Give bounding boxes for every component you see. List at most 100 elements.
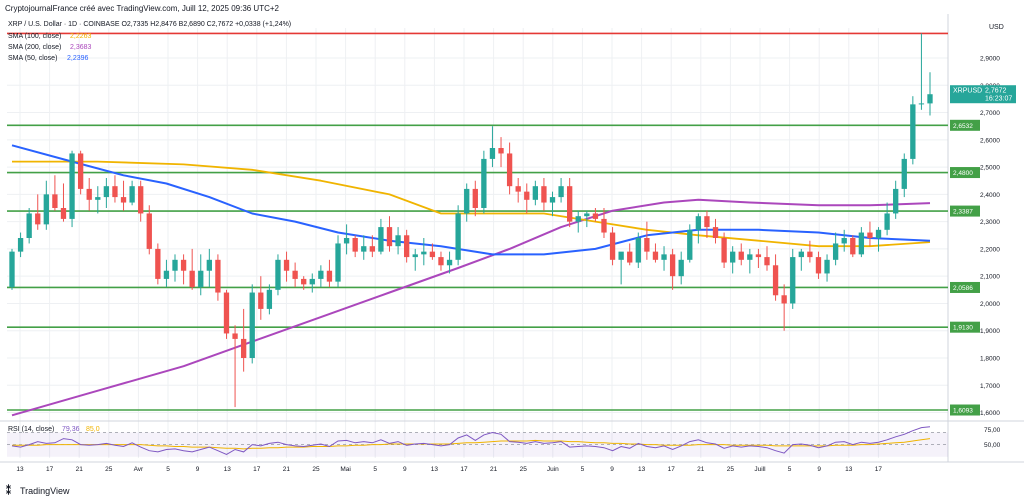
candle — [155, 243, 161, 285]
candle-body — [627, 251, 633, 263]
candle-body — [781, 295, 787, 304]
price-tick-label: 2,0000 — [980, 301, 1000, 308]
candle — [695, 213, 702, 244]
attribution-text: CryptojournalFrance créé avec TradingVie… — [5, 4, 280, 13]
candle-body — [335, 243, 341, 282]
date-tick-label: Mai — [340, 466, 350, 473]
candle — [772, 254, 779, 301]
candle — [498, 137, 504, 168]
sma100-line — [12, 160, 931, 248]
candle — [567, 178, 573, 228]
level-label-box — [950, 205, 980, 217]
candle-body — [301, 278, 307, 285]
candle-body — [112, 186, 118, 198]
candle-body — [86, 188, 92, 200]
date-tick-label: 9 — [817, 466, 821, 473]
candle — [644, 221, 650, 260]
candle-body — [764, 257, 770, 266]
candle-body — [489, 148, 496, 159]
candle — [524, 183, 530, 214]
tradingview-logo[interactable]: ⁑ TradingView — [6, 484, 70, 497]
candlestick-series — [9, 33, 933, 408]
candle-body — [35, 213, 41, 225]
candle-body — [421, 251, 427, 255]
candle — [69, 150, 75, 228]
date-tick-label: 21 — [697, 466, 705, 473]
candle-body — [884, 213, 890, 230]
rsi-sma-value: 85,0 — [86, 426, 100, 433]
candle — [369, 235, 375, 258]
price-tick-label: 2,5000 — [980, 165, 1000, 172]
price-tick-label: 2,6000 — [980, 137, 1000, 144]
date-tick-label: Avr — [134, 466, 144, 473]
candle — [592, 208, 599, 222]
candle — [326, 259, 333, 288]
currency-label: USD — [989, 24, 1004, 31]
candle — [541, 178, 547, 211]
candle — [798, 248, 804, 271]
candle — [438, 251, 444, 271]
sma200-label: SMA (200, close) — [8, 44, 61, 51]
candle — [240, 308, 247, 372]
candle-body — [584, 213, 590, 217]
sma50-value: 2,2396 — [67, 55, 89, 62]
price-tick-label: 2,2000 — [980, 246, 1000, 253]
level-label: 2,6532 — [953, 123, 973, 130]
date-tick-label: 13 — [431, 466, 439, 473]
candle — [875, 227, 882, 252]
date-tick-label: 5 — [788, 466, 792, 473]
sma200-value: 2,3683 — [70, 44, 92, 51]
candle — [558, 178, 564, 203]
candle — [120, 180, 127, 211]
price-tick-label: 2,4000 — [980, 192, 1000, 199]
candle-body — [738, 251, 744, 260]
candle-body — [669, 254, 676, 277]
candle — [609, 227, 616, 266]
candle — [893, 180, 899, 219]
candle-body — [77, 153, 84, 189]
time-axis[interactable]: 13 17 21 25 Avr 5 9 13 17 21 25 Mai 5 9 13 17 21 25 Juin 5 9… — [16, 466, 882, 473]
candle — [129, 180, 135, 206]
candle — [721, 232, 727, 268]
candle — [189, 248, 195, 290]
candle-body — [103, 186, 110, 198]
candle — [506, 142, 513, 195]
price-tick-label: 2,3000 — [980, 219, 1000, 226]
candle-body — [592, 213, 599, 219]
price-axis[interactable]: 2,90002,80002,70002,60002,50002,40002,30… — [980, 56, 1001, 450]
candle — [266, 284, 273, 315]
candle-body — [498, 148, 504, 154]
candle — [198, 254, 204, 296]
candle — [35, 194, 41, 230]
price-tick-label: 1,6000 — [980, 410, 1000, 417]
candle-body — [618, 251, 624, 260]
candle — [712, 218, 719, 244]
candle — [309, 273, 315, 293]
candle-body — [206, 259, 212, 271]
level-label-box — [950, 167, 980, 179]
candle-body — [481, 158, 487, 208]
price-badge[interactable]: XRPUSD 2,7672 16:23:07 — [950, 85, 1016, 104]
candle — [138, 180, 144, 222]
candle-body — [17, 238, 24, 252]
candle-body — [318, 270, 324, 279]
badge-price: 2,7672 — [985, 88, 1007, 95]
candle-body — [609, 232, 616, 260]
candle-body — [403, 235, 410, 258]
candle — [395, 227, 401, 255]
candle-body — [266, 289, 273, 309]
candle-body — [515, 186, 521, 192]
candle-body — [901, 158, 907, 189]
candle-body — [446, 259, 453, 266]
candle — [678, 251, 684, 285]
candle — [335, 235, 341, 288]
price-tick-label: 1,9000 — [980, 328, 1000, 335]
price-tick-label: 2,7000 — [980, 110, 1000, 117]
brand-text: TradingView — [20, 486, 70, 496]
candle-body — [575, 216, 581, 222]
candle — [901, 153, 907, 198]
candle — [927, 72, 933, 116]
candle — [446, 251, 453, 274]
candle — [858, 227, 865, 258]
